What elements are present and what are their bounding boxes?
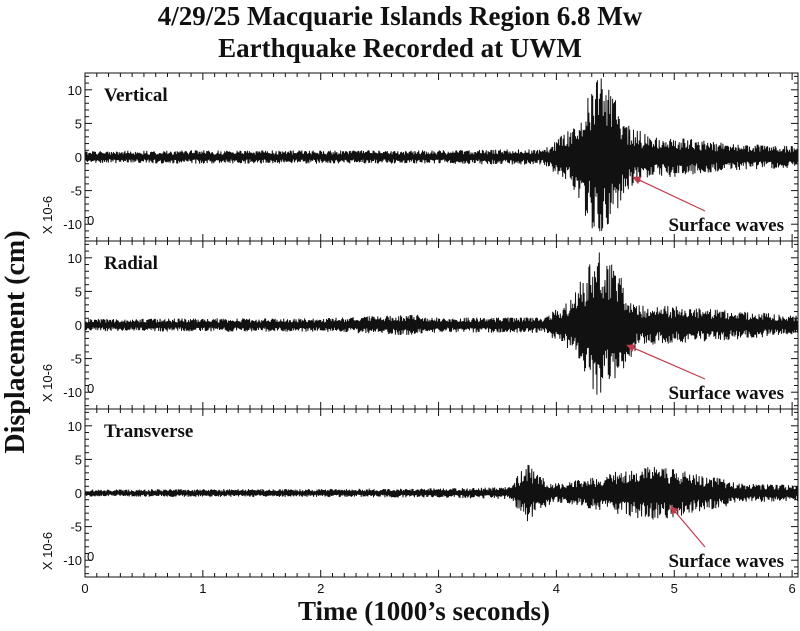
y-tick-label: -10 (63, 553, 82, 568)
y-tick-label: 5 (75, 452, 82, 467)
panel-vertical: 10 5 0 -5 -10 X 10-6 0 Vertical Surface waves (40, 72, 799, 242)
y-tick-label: -10 (63, 217, 82, 232)
scale-label: X 10-6 (40, 364, 55, 402)
x-tick-label: 4 (553, 581, 560, 596)
x-tick-label: 5 (671, 581, 678, 596)
y-tick-label: 10 (68, 251, 82, 266)
y-tick-label: -5 (70, 520, 82, 535)
scale-zero: 0 (87, 213, 94, 228)
x-tick-label: 6 (788, 581, 795, 596)
waveform-transverse (84, 464, 799, 522)
surface-waves-annotation: Surface waves (668, 215, 784, 236)
annotation-arrow (632, 176, 706, 212)
chart-title-line-1: 4/29/25 Macquarie Islands Region 6.8 Mw (157, 1, 643, 31)
annotation-arrow (670, 505, 706, 548)
y-tick-label: -5 (70, 184, 82, 199)
component-label: Transverse (104, 421, 193, 442)
x-axis: 0 1 2 3 4 5 6 (81, 581, 795, 596)
y-tick-label: 0 (75, 486, 82, 501)
annotation-arrow (626, 344, 706, 380)
y-tick-label: 5 (75, 284, 82, 299)
scale-label: X 10-6 (40, 532, 55, 570)
y-tick-label: -5 (70, 352, 82, 367)
y-tick-label: 10 (68, 419, 82, 434)
x-tick-label: 3 (435, 581, 442, 596)
panel-radial: 10 5 0 -5 -10 X 10-6 0 Radial Surface waves (40, 240, 799, 410)
chart-title-line-2: Earthquake Recorded at UWM (218, 33, 582, 63)
y-tick-label: 5 (75, 116, 82, 131)
y-tick-label: -10 (63, 385, 82, 400)
scale-label: X 10-6 (40, 196, 55, 234)
x-tick-label: 2 (317, 581, 324, 596)
x-axis-label: Time (1000’s seconds) (298, 596, 550, 626)
surface-waves-annotation: Surface waves (668, 551, 784, 572)
scale-zero: 0 (87, 381, 94, 396)
y-tick-label: 0 (75, 318, 82, 333)
component-label: Vertical (104, 85, 168, 106)
panel-transverse: 10 5 0 -5 -10 X 10-6 0 Transverse Surface waves (40, 408, 799, 578)
component-label: Radial (104, 253, 158, 274)
y-tick-label: 10 (68, 83, 82, 98)
y-axis-label: Displacement (cm) (0, 230, 31, 453)
panels-group: 10 5 0 -5 -10 X 10-6 0 Vertical Surface waves 10 5… (40, 72, 799, 578)
surface-waves-annotation: Surface waves (668, 383, 784, 404)
scale-zero: 0 (87, 549, 94, 564)
x-tick-label: 0 (81, 581, 88, 596)
waveform-radial (84, 252, 799, 395)
x-tick-label: 1 (199, 581, 206, 596)
y-tick-label: 0 (75, 150, 82, 165)
waveform-vertical (84, 78, 799, 232)
